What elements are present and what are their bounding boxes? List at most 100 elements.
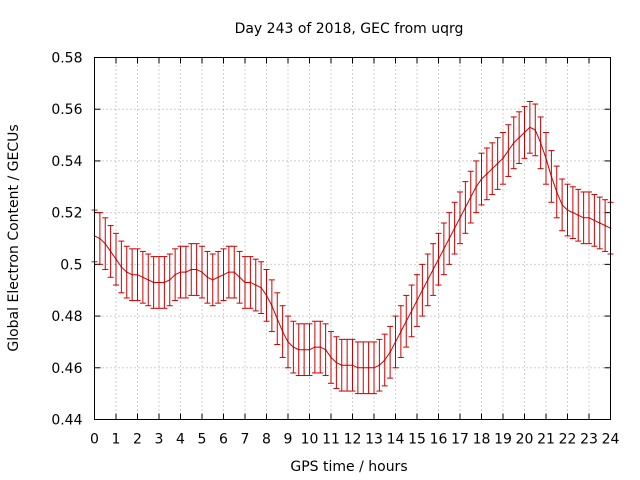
data-point (555, 191, 558, 193)
data-point (426, 279, 429, 281)
data-point (115, 258, 117, 260)
data-point (378, 364, 381, 367)
data-point (362, 366, 365, 369)
data-point (598, 222, 601, 224)
x-tick-label: 19 (494, 432, 512, 448)
y-tick-label: 0.56 (51, 102, 82, 118)
x-tick-label: 6 (219, 432, 228, 448)
x-tick-label: 2 (133, 432, 142, 448)
data-point (550, 175, 553, 178)
data-point (443, 248, 445, 250)
y-tick-label: 0.5 (60, 257, 82, 273)
x-axis-label: GPS time / hours (290, 459, 407, 475)
data-point (432, 268, 434, 271)
series-line (94, 126, 611, 369)
data-point (228, 271, 230, 273)
data-point (561, 204, 563, 206)
data-point (367, 366, 370, 369)
data-point (147, 279, 150, 281)
data-point (297, 348, 300, 351)
x-tick-label: 7 (241, 432, 250, 448)
data-point (357, 366, 359, 369)
data-point (152, 281, 155, 284)
data-point (131, 273, 133, 276)
y-tick-label: 0.46 (51, 361, 82, 377)
data-point (421, 289, 424, 292)
data-point (351, 364, 354, 367)
data-point (271, 304, 273, 307)
data-point (593, 219, 596, 222)
data-point (410, 310, 413, 312)
data-point (185, 271, 187, 273)
x-tick-label: 11 (322, 432, 340, 448)
data-point (233, 271, 236, 273)
x-tick-label: 3 (155, 432, 164, 448)
x-tick-label: 5 (198, 432, 207, 448)
data-point (330, 356, 332, 359)
data-point (254, 284, 257, 286)
data-point (529, 126, 531, 129)
data-point (545, 157, 547, 160)
y-tick-label: 0.58 (51, 51, 82, 67)
axis-ticks: 0 1 2 3 4 5 6 7 8 9 10 11 12 13 14 15 16 17 18 19 20 21 22 23 24… (51, 51, 619, 448)
data-point (383, 359, 386, 361)
data-point (136, 273, 139, 276)
x-tick-label: 8 (262, 432, 271, 448)
data-point (314, 346, 316, 348)
data-point (99, 237, 101, 240)
data-point (373, 366, 375, 369)
data-point (394, 341, 397, 343)
x-tick-label: 14 (387, 432, 405, 448)
data-point (174, 273, 176, 276)
data-point (340, 364, 343, 367)
data-point (308, 348, 311, 351)
data-point (588, 217, 590, 219)
y-tick-label: 0.54 (51, 154, 82, 170)
x-tick-label: 24 (602, 432, 620, 448)
data-point (179, 271, 182, 273)
data-point (281, 330, 284, 333)
data-point (577, 214, 580, 217)
data-point (265, 294, 268, 297)
x-tick-label: 18 (473, 432, 491, 448)
data-point (249, 281, 252, 284)
data-point (566, 209, 569, 211)
x-tick-label: 4 (176, 432, 185, 448)
data-point (464, 206, 467, 209)
plot-frame (94, 57, 611, 420)
chart-title: Day 243 of 2018, GEC from uqrg (235, 21, 464, 37)
data-point (437, 258, 440, 260)
data-point (276, 317, 279, 320)
x-tick-label: 20 (516, 432, 534, 448)
data-point (469, 196, 472, 198)
data-point (222, 273, 225, 276)
data-point (217, 276, 219, 279)
x-tick-label: 16 (430, 432, 448, 448)
y-axis-label: Global Electron Content / GECUs (6, 124, 22, 351)
data-point (453, 227, 456, 229)
data-point (480, 178, 483, 180)
x-tick-label: 15 (408, 432, 426, 448)
data-point (572, 211, 574, 214)
x-tick-label: 0 (90, 432, 99, 448)
data-point (287, 341, 289, 343)
data-point (201, 271, 203, 273)
data-point (163, 281, 166, 284)
x-tick-label: 21 (537, 432, 555, 448)
data-point (168, 279, 171, 281)
data-point (346, 364, 348, 367)
data-point (104, 242, 107, 245)
data-point (206, 276, 209, 279)
x-tick-label: 22 (559, 432, 577, 448)
data-point (518, 136, 520, 139)
x-tick-label: 13 (365, 432, 383, 448)
data-series (91, 100, 614, 395)
data-point (448, 237, 451, 240)
data-point (211, 279, 214, 281)
data-point (120, 266, 123, 268)
data-point (244, 281, 246, 284)
y-tick-label: 0.48 (51, 309, 82, 325)
data-point (260, 286, 262, 289)
data-point (534, 129, 537, 131)
